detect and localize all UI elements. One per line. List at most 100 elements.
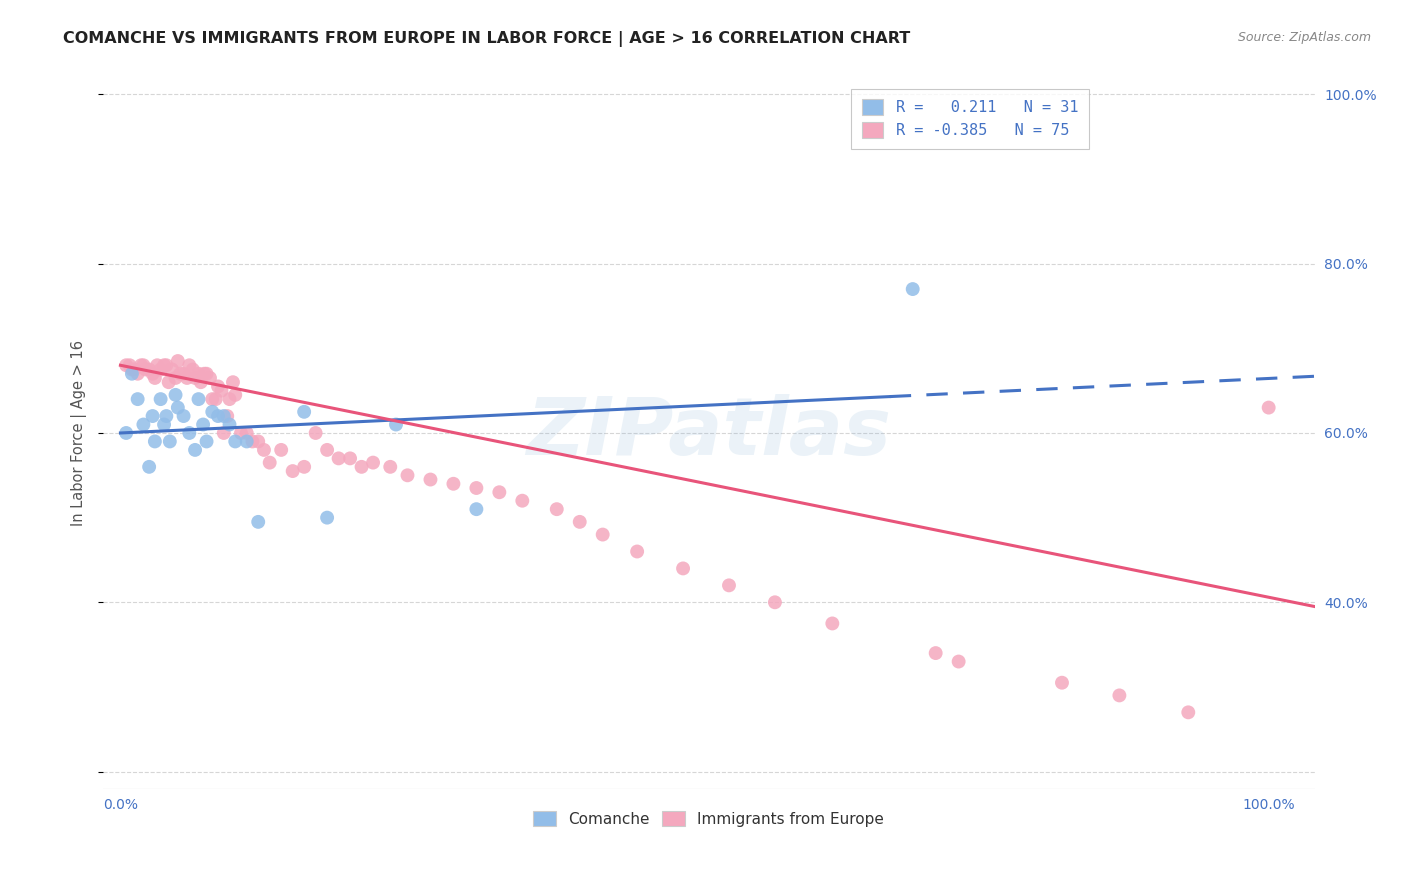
Point <box>179 425 201 440</box>
Point <box>717 578 740 592</box>
Point <box>235 434 257 449</box>
Point <box>127 367 149 381</box>
Point <box>195 367 218 381</box>
Point <box>242 434 264 449</box>
Point <box>465 502 488 516</box>
Point <box>143 434 166 449</box>
Point <box>224 434 246 449</box>
Point <box>626 544 648 558</box>
Point <box>396 468 419 483</box>
Point <box>270 442 292 457</box>
Point <box>672 561 695 575</box>
Point <box>1177 706 1199 720</box>
Point <box>901 282 924 296</box>
Point <box>218 392 240 406</box>
Legend: Comanche, Immigrants from Europe: Comanche, Immigrants from Europe <box>526 803 891 834</box>
Point <box>217 409 239 423</box>
Point <box>179 358 201 372</box>
Point <box>176 371 198 385</box>
Point <box>292 459 315 474</box>
Point <box>149 392 172 406</box>
Point <box>1108 689 1130 703</box>
Point <box>184 371 207 385</box>
Point <box>191 417 214 432</box>
Point <box>165 388 187 402</box>
Point <box>155 358 177 372</box>
Point <box>142 409 165 423</box>
Point <box>198 371 221 385</box>
Point <box>165 371 187 385</box>
Point <box>166 401 188 415</box>
Point <box>153 417 176 432</box>
Point <box>149 362 172 376</box>
Point <box>316 510 339 524</box>
Point <box>247 515 270 529</box>
Point <box>224 388 246 402</box>
Point <box>821 616 844 631</box>
Point <box>304 425 326 440</box>
Point <box>212 425 235 440</box>
Point <box>212 409 235 423</box>
Point <box>380 459 402 474</box>
Point <box>187 367 209 381</box>
Point <box>187 392 209 406</box>
Point <box>763 595 786 609</box>
Point <box>115 425 138 440</box>
Point <box>155 409 177 423</box>
Point <box>385 417 408 432</box>
Point <box>235 425 257 440</box>
Point <box>546 502 568 516</box>
Point <box>948 655 970 669</box>
Point <box>121 362 143 376</box>
Point <box>195 434 218 449</box>
Point <box>160 362 183 376</box>
Point <box>465 481 488 495</box>
Text: COMANCHE VS IMMIGRANTS FROM EUROPE IN LABOR FORCE | AGE > 16 CORRELATION CHART: COMANCHE VS IMMIGRANTS FROM EUROPE IN LA… <box>63 31 911 47</box>
Point <box>166 354 188 368</box>
Point <box>201 405 224 419</box>
Point <box>153 358 176 372</box>
Point <box>441 476 464 491</box>
Point <box>924 646 946 660</box>
Text: ZIPatlas: ZIPatlas <box>526 394 891 472</box>
Point <box>138 362 160 376</box>
Point <box>211 384 233 398</box>
Point <box>488 485 510 500</box>
Point <box>592 527 614 541</box>
Point <box>118 358 141 372</box>
Y-axis label: In Labor Force | Age > 16: In Labor Force | Age > 16 <box>72 340 87 526</box>
Point <box>122 362 145 376</box>
Point <box>281 464 304 478</box>
Point <box>132 358 155 372</box>
Point <box>181 362 204 376</box>
Point <box>201 392 224 406</box>
Point <box>1257 401 1279 415</box>
Point <box>132 417 155 432</box>
Point <box>328 451 350 466</box>
Point <box>142 367 165 381</box>
Point <box>169 367 191 381</box>
Point <box>127 392 149 406</box>
Text: Source: ZipAtlas.com: Source: ZipAtlas.com <box>1237 31 1371 45</box>
Point <box>207 409 229 423</box>
Point <box>146 358 169 372</box>
Point <box>419 473 441 487</box>
Point <box>1050 675 1073 690</box>
Point <box>129 358 152 372</box>
Point <box>510 493 533 508</box>
Point <box>350 459 373 474</box>
Point <box>159 434 181 449</box>
Point <box>184 442 207 457</box>
Point <box>121 367 143 381</box>
Point <box>135 362 157 376</box>
Point <box>157 375 180 389</box>
Point <box>292 405 315 419</box>
Point <box>190 375 212 389</box>
Point <box>193 367 215 381</box>
Point <box>204 392 226 406</box>
Point <box>173 367 195 381</box>
Point <box>115 358 138 372</box>
Point <box>361 456 384 470</box>
Point <box>259 456 281 470</box>
Point <box>173 409 195 423</box>
